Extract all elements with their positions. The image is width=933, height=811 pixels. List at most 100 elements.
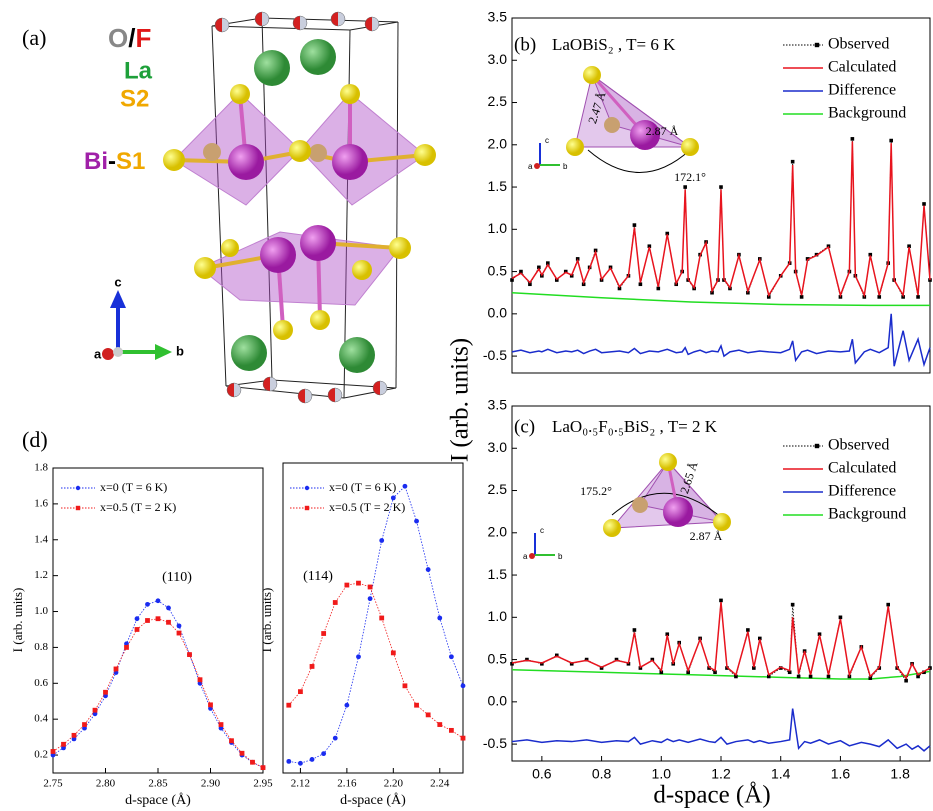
y-tick-label: 0.2 [34, 749, 48, 761]
bi-atom [260, 237, 296, 273]
inset-atom [583, 66, 601, 84]
series-line [512, 670, 930, 679]
marker [219, 722, 224, 727]
y-tick-label: 0.4 [34, 713, 48, 725]
x-tick-label: 2.95 [253, 778, 273, 790]
marker [922, 202, 926, 206]
legend-label: Difference [828, 483, 896, 500]
legend-label: x=0.5 (T = 2 K) [329, 500, 405, 514]
marker [403, 484, 408, 489]
la-atom [339, 337, 375, 373]
legend-label: Observed [828, 437, 889, 454]
y-tick-label: 2.0 [488, 523, 508, 539]
inset-annotation: 2.87 Å [690, 529, 723, 543]
marker [240, 751, 245, 756]
marker [437, 616, 442, 621]
inset-annotation: 172.1° [674, 170, 706, 184]
label-part: F [135, 23, 151, 53]
marker [356, 581, 361, 586]
inset-annotation: 2.65 Å [677, 460, 701, 496]
y-tick-label: 1.6 [34, 497, 48, 509]
inset-atom [659, 453, 677, 471]
y-axis-label: I (arb. units) [447, 338, 474, 462]
panel-label: (d) [22, 427, 48, 452]
la-atom [254, 50, 290, 86]
marker [310, 757, 315, 762]
inset-axis-letter: b [563, 162, 568, 171]
y-axis-label: I (arb. units) [259, 588, 274, 653]
bi-atom [300, 225, 336, 261]
marker [510, 278, 514, 282]
y-tick-label: 3.5 [488, 9, 508, 25]
series-line [512, 602, 930, 678]
marker [145, 618, 150, 623]
marker [356, 654, 361, 659]
marker [103, 690, 108, 695]
x-tick-label: 2.75 [43, 778, 63, 790]
marker [229, 738, 234, 743]
marker [368, 596, 373, 601]
x-axis-label: d-space (Å) [340, 792, 406, 808]
marker [791, 603, 795, 607]
x-tick-label: 2.12 [291, 778, 310, 790]
marker [379, 616, 384, 621]
y-tick-label: -0.5 [483, 347, 507, 363]
marker [145, 602, 150, 607]
y-tick-label: 3.0 [488, 51, 508, 67]
marker [886, 603, 890, 607]
marker [414, 519, 419, 524]
x-tick-label: 1.0 [652, 766, 672, 782]
legend-label: x=0.5 (T = 2 K) [100, 500, 176, 514]
y-tick-label: 1.5 [488, 566, 508, 582]
x-tick-label: 1.2 [711, 766, 731, 782]
species-label: S2 [120, 85, 149, 112]
y-tick-label: 1.4 [34, 533, 48, 545]
marker [135, 616, 140, 621]
marker [746, 628, 750, 632]
panel-label: (a) [22, 25, 46, 50]
inset-axis-letter: a [523, 552, 528, 561]
marker [82, 722, 87, 727]
marker [791, 160, 795, 164]
marker [839, 616, 843, 620]
inset-atom [663, 497, 693, 527]
inset-axis-letter: c [540, 526, 544, 535]
marker [904, 679, 908, 683]
bi-atom [332, 144, 368, 180]
series-line [512, 141, 930, 295]
x-tick-label: 2.90 [201, 778, 221, 790]
panel-title: LaOBiS₂ , T= 6 K [552, 35, 676, 54]
s-atom [203, 143, 221, 161]
label-part: - [108, 148, 116, 175]
y-tick-label: 1.2 [34, 569, 48, 581]
legend-marker [305, 486, 309, 490]
y-tick-label: 2.5 [488, 481, 508, 497]
marker [61, 742, 66, 747]
legend-marker [76, 486, 80, 490]
axis-letter: c [114, 274, 121, 289]
x-tick-label: 2.20 [384, 778, 404, 790]
marker [344, 583, 349, 588]
y-tick-label: 1.5 [488, 178, 508, 194]
marker [391, 650, 396, 655]
marker [72, 733, 77, 738]
series-line [53, 619, 263, 768]
marker [333, 736, 338, 741]
y-tick-label: 1.8 [34, 462, 48, 474]
marker [449, 654, 454, 659]
y-tick-label: 3.0 [488, 439, 508, 455]
legend-label: Background [828, 506, 906, 523]
legend-marker [76, 506, 80, 510]
marker [368, 585, 373, 590]
marker [426, 567, 431, 572]
marker [310, 664, 315, 669]
marker [403, 683, 408, 688]
marker [916, 295, 920, 299]
series-line [512, 314, 930, 366]
legend-label: x=0 (T = 6 K) [329, 480, 396, 494]
marker [250, 760, 255, 765]
marker [166, 620, 171, 625]
species-label: La [124, 57, 153, 84]
marker [809, 675, 813, 679]
legend-label: Difference [828, 82, 896, 99]
